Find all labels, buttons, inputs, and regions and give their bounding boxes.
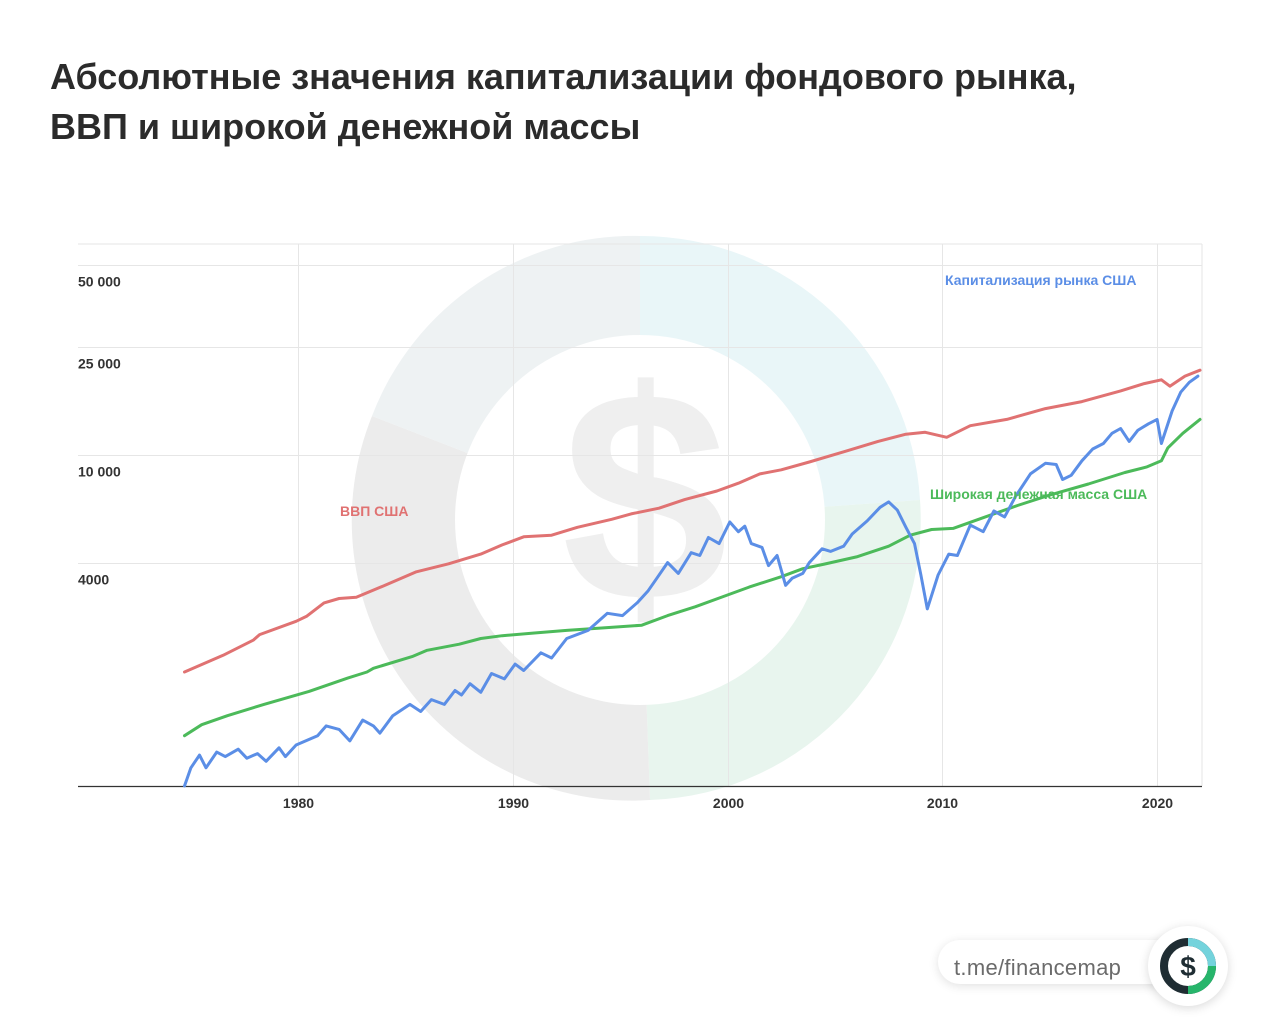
chart-title: Абсолютные значения капитализации фондов…	[50, 52, 1230, 152]
market-cap-series-line	[183, 374, 1200, 788]
money-supply-series-line	[183, 417, 1202, 738]
channel-link-text[interactable]: t.me/financemap	[954, 955, 1122, 980]
chart-title-line-2: ВВП и широкой денежной массы	[50, 106, 641, 147]
chart-series-labels: Капитализация рынка США ВВП США Широкая де…	[340, 272, 1147, 519]
channel-link-pill[interactable]: t.me/financemap	[938, 940, 1188, 984]
chart-axes: 50 000 25 000 10 000 4000 1980 1990 2000 2010 20…	[78, 274, 1202, 811]
x-tick-label: 2020	[1142, 795, 1173, 811]
y-tick-label: 10 000	[78, 464, 121, 480]
x-tick-label: 1980	[283, 795, 314, 811]
x-tick-label: 2000	[713, 795, 744, 811]
market-cap-series-label: Капитализация рынка США	[945, 272, 1136, 288]
money-supply-series-label: Широкая денежная масса США	[930, 486, 1147, 502]
logo-ring-green	[1187, 965, 1216, 994]
x-tick-label: 1990	[498, 795, 529, 811]
financemap-logo-icon: $	[1148, 926, 1228, 1006]
financemap-logo-svg: $	[1160, 938, 1216, 994]
y-tick-label: 25 000	[78, 356, 121, 372]
watermark-ring-segment-top-left	[372, 235, 640, 521]
chart-title-line-1: Абсолютные значения капитализации фондов…	[50, 56, 1077, 97]
channel-badge[interactable]: t.me/financemap $	[938, 926, 1228, 1006]
logo-dollar-icon: $	[1180, 951, 1196, 982]
chart-series	[183, 368, 1202, 788]
gdp-series-label: ВВП США	[340, 503, 408, 519]
logo-ring-cyan	[1187, 938, 1216, 967]
gdp-series-line	[183, 368, 1202, 674]
watermark-ring-segment-bottom-right	[640, 500, 921, 800]
y-tick-label: 50 000	[78, 274, 121, 290]
y-tick-label: 4000	[78, 572, 109, 588]
x-tick-label: 2010	[927, 795, 958, 811]
